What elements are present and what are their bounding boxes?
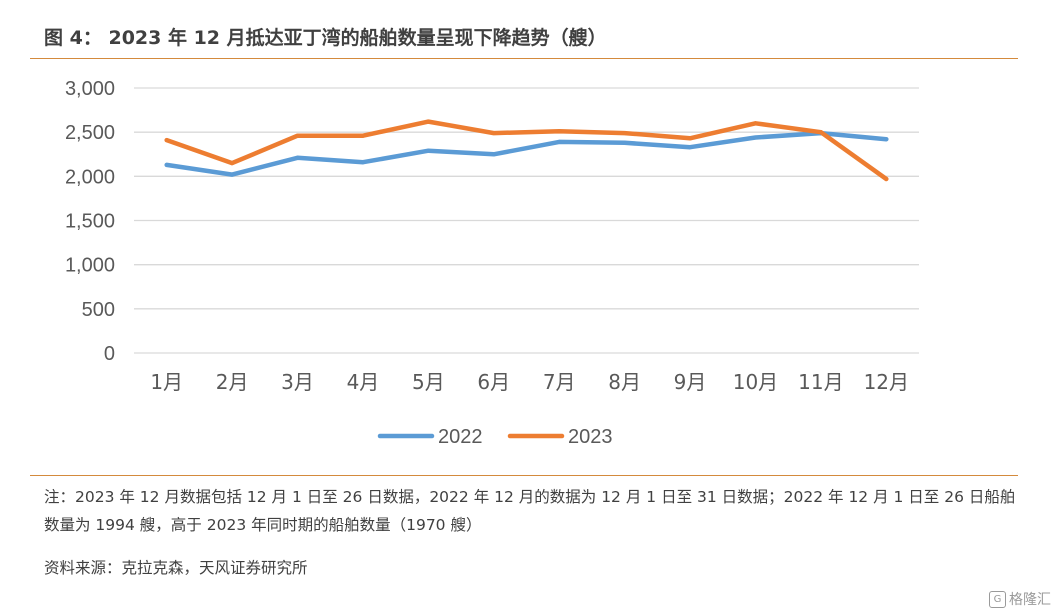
data-point-2022 xyxy=(688,145,693,150)
x-tick-label: 5月 xyxy=(412,370,445,394)
data-point-2022 xyxy=(557,139,562,144)
data-point-2023 xyxy=(688,136,693,141)
x-tick-label: 4月 xyxy=(347,370,380,394)
data-point-2022 xyxy=(230,172,235,177)
y-tick-label: 500 xyxy=(82,299,115,321)
note-text: 注：2023 年 12 月数据包括 12 月 1 日至 26 日数据，2022 … xyxy=(44,488,1016,534)
y-tick-label: 2,000 xyxy=(65,166,115,188)
x-tick-label: 8月 xyxy=(608,370,641,394)
data-point-2022 xyxy=(426,148,431,153)
figure-title: 图 4： 2023 年 12 月抵达亚丁湾的船舶数量呈现下降趋势（艘） xyxy=(44,23,607,50)
x-tick-label: 1月 xyxy=(150,370,183,394)
x-axis-ticks: 1月 2月 3月 4月 5月 6月 7月 8月 9月 10月 11月 12月 xyxy=(150,370,909,394)
legend-label: 2022 xyxy=(438,426,483,448)
data-point-2022 xyxy=(360,160,365,165)
y-tick-label: 0 xyxy=(104,343,115,365)
x-tick-label: 6月 xyxy=(477,370,510,394)
y-tick-label: 1,500 xyxy=(65,211,115,233)
series-lines xyxy=(164,119,889,182)
watermark: G 格隆汇 xyxy=(989,589,1051,609)
legend: 2022 2023 xyxy=(377,426,613,448)
series-line-2022 xyxy=(164,130,889,177)
y-tick-label: 2,500 xyxy=(65,122,115,144)
bottom-rule xyxy=(30,475,1018,476)
data-point-2023 xyxy=(230,161,235,166)
data-point-2023 xyxy=(360,133,365,138)
top-rule xyxy=(30,58,1018,59)
legend-label: 2023 xyxy=(568,426,613,448)
source-text: 资料来源：克拉克森，天风证券研究所 xyxy=(44,559,308,577)
data-point-2023 xyxy=(491,131,496,136)
notes-block: 注：2023 年 12 月数据包括 12 月 1 日至 26 日数据，2022 … xyxy=(44,483,1019,582)
x-tick-label: 11月 xyxy=(798,370,843,394)
y-tick-label: 3,000 xyxy=(65,78,115,100)
data-point-2022 xyxy=(622,140,627,145)
x-tick-label: 7月 xyxy=(543,370,576,394)
y-axis-ticks: 0 500 1,000 1,500 2,000 2,500 3,000 xyxy=(65,78,115,365)
figure-label: 图 4： xyxy=(44,27,102,49)
data-point-2023 xyxy=(622,131,627,136)
data-point-2023 xyxy=(753,121,758,126)
line-chart: 0 500 1,000 1,500 2,000 2,500 3,000 1月 2月 3月 4月 5月… xyxy=(65,78,919,448)
data-point-2023 xyxy=(164,138,169,143)
data-point-2022 xyxy=(295,155,300,160)
x-tick-label: 2月 xyxy=(216,370,249,394)
data-point-2022 xyxy=(164,162,169,167)
x-tick-label: 10月 xyxy=(733,370,778,394)
data-point-2022 xyxy=(884,137,889,142)
data-point-2023 xyxy=(426,119,431,124)
x-tick-label: 9月 xyxy=(674,370,707,394)
y-tick-label: 1,000 xyxy=(65,255,115,277)
data-point-2023 xyxy=(557,129,562,134)
data-point-2022 xyxy=(753,135,758,140)
data-point-2022 xyxy=(491,152,496,157)
watermark-text: 格隆汇 xyxy=(1009,592,1051,608)
series-line-2023 xyxy=(164,119,889,182)
watermark-logo-icon: G xyxy=(989,590,1006,608)
x-tick-label: 12月 xyxy=(864,370,909,394)
data-point-2023 xyxy=(884,176,889,181)
x-tick-label: 3月 xyxy=(281,370,314,394)
data-point-2023 xyxy=(295,133,300,138)
figure-title-text: 2023 年 12 月抵达亚丁湾的船舶数量呈现下降趋势（艘） xyxy=(108,27,607,49)
data-point-2023 xyxy=(818,130,823,135)
